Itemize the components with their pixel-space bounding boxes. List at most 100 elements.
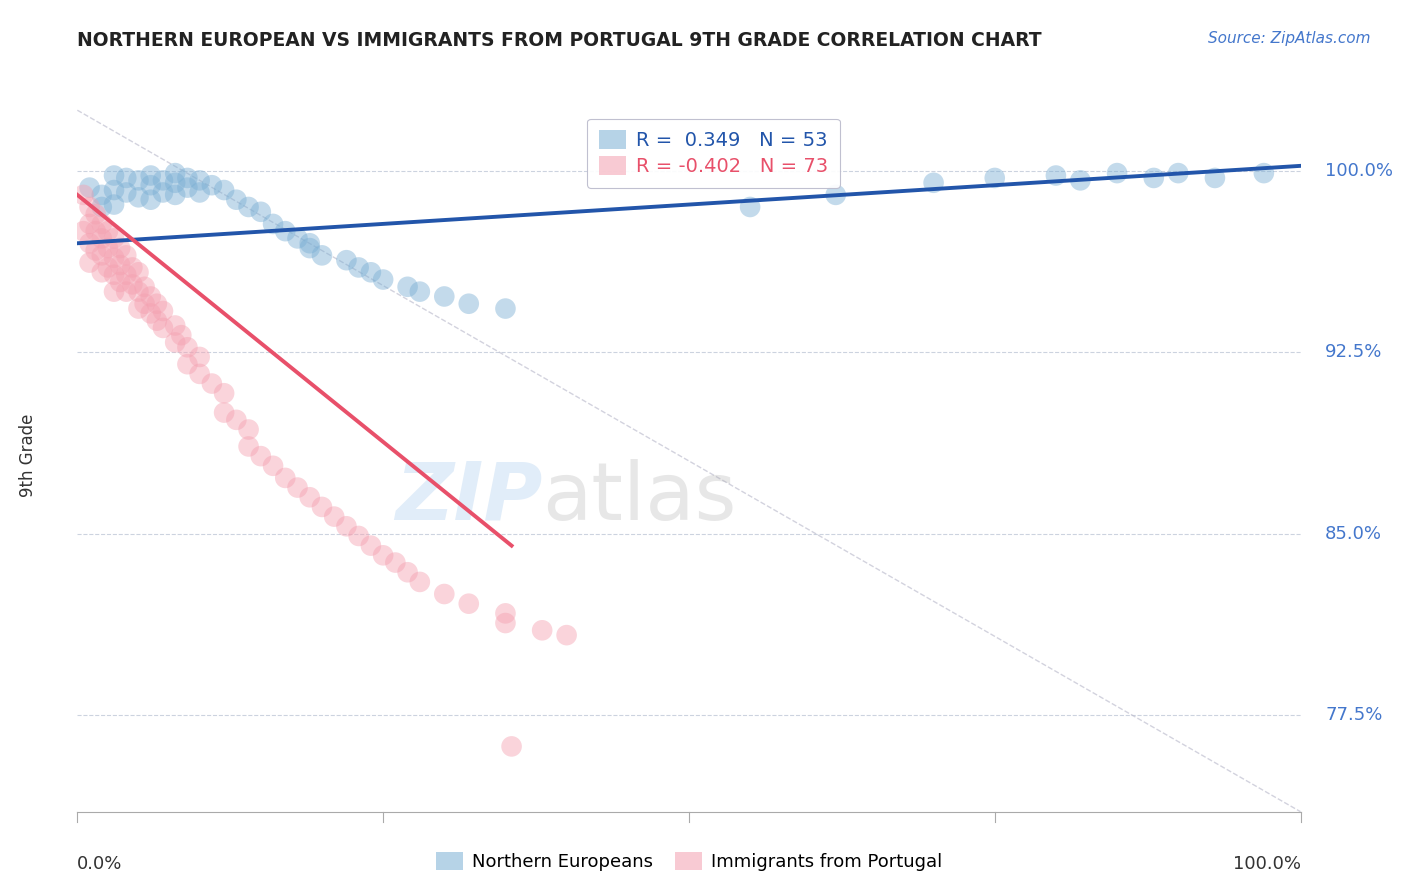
Point: [90, 231, 112, 245]
Point: [188, 173, 211, 187]
Point: [238, 200, 260, 214]
Point: [433, 587, 456, 601]
Point: [139, 169, 162, 183]
Text: 100.0%: 100.0%: [1324, 161, 1393, 179]
Point: [165, 176, 187, 190]
Point: [176, 180, 198, 194]
Text: ZIP: ZIP: [395, 458, 543, 537]
Legend: Northern Europeans, Immigrants from Portugal: Northern Europeans, Immigrants from Port…: [429, 846, 949, 879]
Point: [115, 268, 138, 282]
Point: [108, 275, 131, 289]
Point: [165, 166, 187, 180]
Point: [396, 280, 419, 294]
Point: [121, 277, 143, 292]
Text: 77.5%: 77.5%: [1324, 706, 1382, 724]
Point: [97, 224, 120, 238]
Point: [134, 297, 156, 311]
Point: [1204, 170, 1226, 185]
Point: [115, 285, 138, 299]
Point: [79, 217, 101, 231]
Point: [495, 301, 517, 316]
Point: [250, 449, 273, 463]
Text: 92.5%: 92.5%: [1324, 343, 1382, 361]
Point: [103, 268, 125, 282]
Point: [360, 539, 382, 553]
Point: [79, 200, 101, 214]
Point: [97, 241, 120, 255]
Point: [1107, 166, 1129, 180]
Point: [347, 529, 370, 543]
Point: [335, 253, 357, 268]
Point: [115, 170, 138, 185]
Point: [409, 574, 432, 589]
Text: Source: ZipAtlas.com: Source: ZipAtlas.com: [1208, 31, 1371, 46]
Point: [90, 248, 112, 262]
Point: [176, 170, 198, 185]
Point: [108, 241, 131, 255]
Point: [824, 187, 846, 202]
Point: [311, 500, 333, 514]
Point: [127, 301, 149, 316]
Point: [371, 272, 394, 286]
Point: [495, 607, 517, 621]
Point: [146, 313, 169, 327]
Point: [103, 285, 125, 299]
Point: [335, 519, 357, 533]
Point: [384, 556, 406, 570]
Point: [225, 193, 247, 207]
Point: [274, 471, 297, 485]
Point: [371, 549, 394, 563]
Point: [409, 285, 432, 299]
Point: [152, 321, 174, 335]
Point: [127, 285, 149, 299]
Point: [108, 258, 131, 272]
Point: [250, 204, 273, 219]
Point: [103, 183, 125, 197]
Point: [1253, 166, 1275, 180]
Point: [212, 183, 235, 197]
Point: [90, 217, 112, 231]
Point: [298, 236, 321, 251]
Point: [72, 187, 94, 202]
Point: [84, 224, 107, 238]
Point: [165, 187, 187, 202]
Point: [79, 255, 101, 269]
Point: [360, 265, 382, 279]
Point: [555, 628, 578, 642]
Point: [1143, 170, 1166, 185]
Point: [457, 297, 479, 311]
Point: [323, 509, 346, 524]
Point: [225, 413, 247, 427]
Point: [274, 224, 297, 238]
Point: [1069, 173, 1091, 187]
Point: [238, 423, 260, 437]
Point: [103, 169, 125, 183]
Point: [1167, 166, 1189, 180]
Point: [103, 197, 125, 211]
Point: [152, 173, 174, 187]
Point: [121, 260, 143, 275]
Point: [84, 244, 107, 258]
Point: [298, 490, 321, 504]
Point: [165, 335, 187, 350]
Point: [72, 224, 94, 238]
Point: [90, 265, 112, 279]
Text: NORTHERN EUROPEAN VS IMMIGRANTS FROM PORTUGAL 9TH GRADE CORRELATION CHART: NORTHERN EUROPEAN VS IMMIGRANTS FROM POR…: [77, 31, 1042, 50]
Point: [115, 248, 138, 262]
Point: [176, 340, 198, 354]
Point: [396, 566, 419, 580]
Point: [146, 297, 169, 311]
Point: [922, 176, 945, 190]
Point: [1045, 169, 1067, 183]
Point: [457, 597, 479, 611]
Point: [103, 251, 125, 265]
Point: [127, 173, 149, 187]
Point: [115, 186, 138, 200]
Point: [165, 318, 187, 333]
Point: [127, 265, 149, 279]
Point: [84, 207, 107, 221]
Point: [176, 357, 198, 371]
Text: atlas: atlas: [543, 458, 737, 537]
Text: 9th Grade: 9th Grade: [20, 413, 38, 497]
Point: [531, 624, 554, 638]
